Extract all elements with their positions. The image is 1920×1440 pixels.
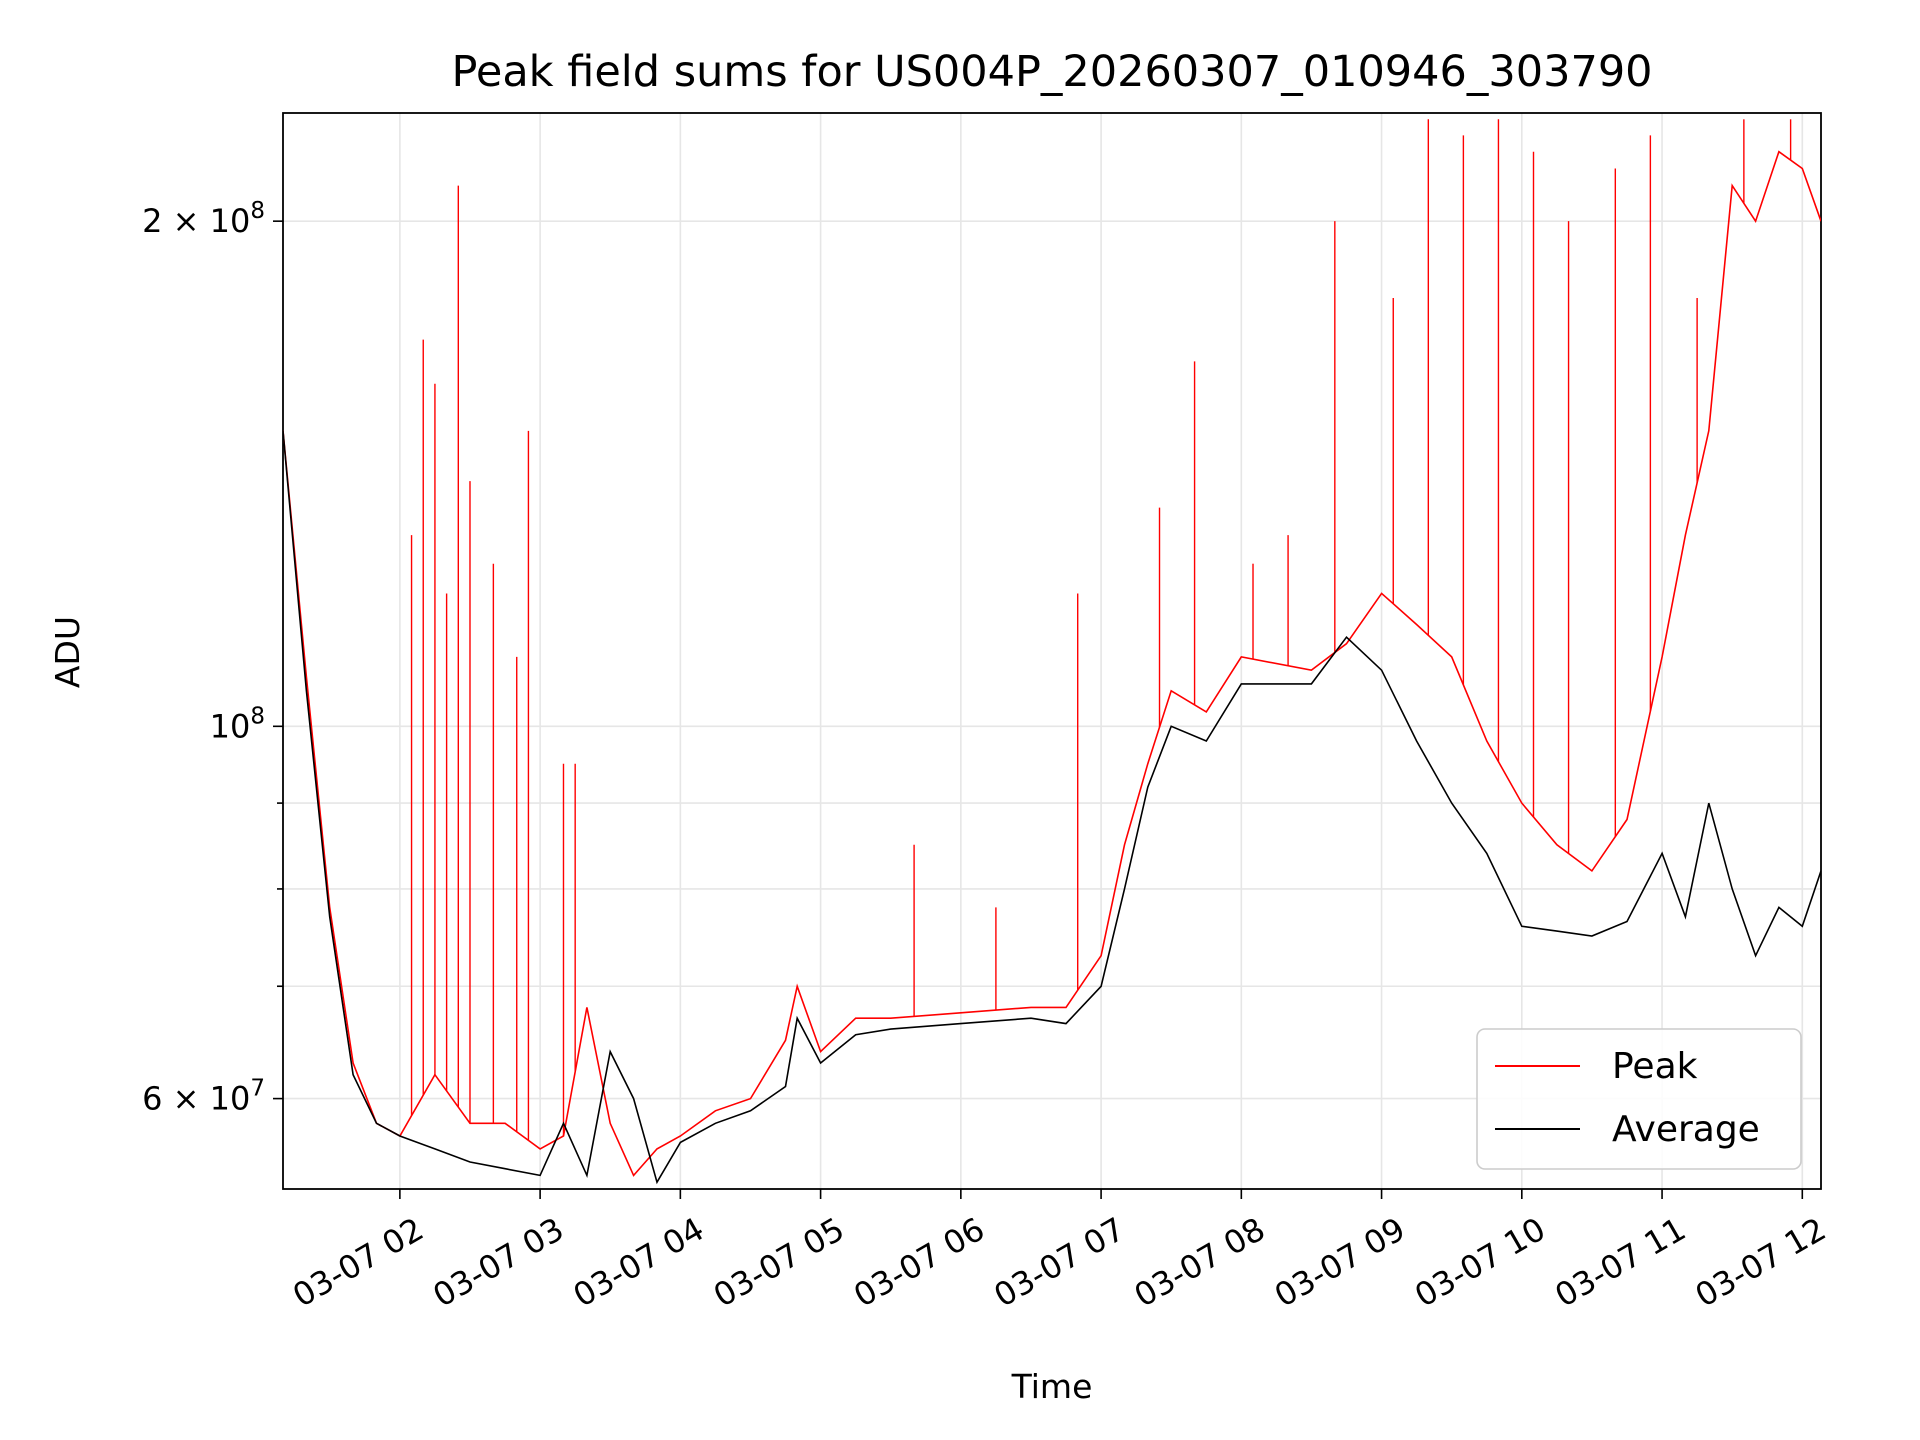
series-line-average (283, 430, 1821, 1185)
legend-peak-label: Peak (1612, 1046, 1698, 1087)
y-axis-ticks: 6 × 107 108 2 × 108 (142, 198, 283, 1118)
legend-average-label: Average (1612, 1109, 1760, 1150)
legend-box (1476, 1028, 1802, 1170)
y-tick-label: 6 × 107 (142, 1076, 265, 1118)
y-axis-label: ADU (48, 616, 87, 688)
data-series (283, 119, 1821, 1185)
series-line-peak (283, 150, 1821, 1177)
plot-frame (282, 112, 1822, 1190)
chart-title: Peak field sums for US004P_20260307_0109… (451, 47, 1652, 97)
legend: Peak Average (1476, 1028, 1802, 1170)
gridlines (283, 113, 1821, 1189)
y-tick-label: 2 × 108 (142, 198, 265, 240)
x-axis-label: Time (1011, 1367, 1093, 1406)
y-tick-label: 108 (210, 703, 265, 745)
